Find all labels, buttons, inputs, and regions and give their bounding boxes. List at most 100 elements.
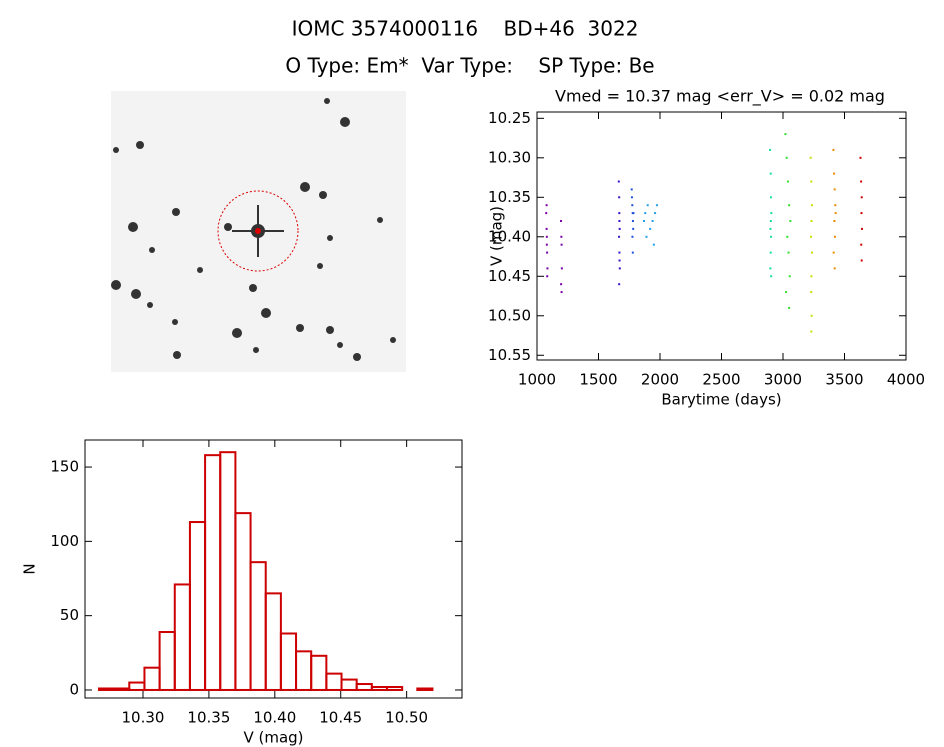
x-tick-label: 10.45 [319, 709, 362, 727]
data-point [785, 156, 788, 159]
x-axis-label: V (mag) [243, 729, 303, 747]
data-point [833, 172, 836, 175]
data-point [560, 267, 563, 270]
data-point [618, 251, 621, 254]
data-point [809, 156, 812, 159]
y-tick-label: 0 [69, 680, 79, 698]
data-point [644, 212, 647, 215]
data-point [770, 212, 773, 215]
x-tick-label: 3500 [825, 371, 863, 389]
data-point [832, 148, 835, 151]
data-point [770, 235, 773, 238]
y-axis-label: N [21, 563, 39, 574]
data-point [810, 330, 813, 333]
x-tick-label: 3000 [764, 371, 802, 389]
plot-frame [536, 111, 907, 361]
data-point [618, 235, 621, 238]
data-point [559, 219, 562, 222]
x-tick-label: 10.40 [253, 709, 296, 727]
data-point [859, 156, 862, 159]
data-point [832, 251, 835, 254]
data-point [651, 219, 654, 222]
y-tick-label: 10.40 [488, 227, 531, 245]
histogram-bar [128, 681, 146, 691]
data-point [646, 204, 649, 207]
data-point [560, 283, 563, 286]
data-point [810, 291, 813, 294]
data-point [769, 196, 772, 199]
data-point [545, 235, 548, 238]
y-tick-label: 50 [60, 606, 79, 624]
data-point [833, 235, 836, 238]
plot-frame [84, 439, 463, 699]
data-point [630, 196, 633, 199]
y-axis-label: V (mag) [488, 206, 506, 266]
data-point [833, 267, 836, 270]
data-point [631, 251, 634, 254]
x-tick-label: 10.50 [385, 709, 428, 727]
data-point [546, 251, 549, 254]
x-tick-label: 2000 [641, 371, 679, 389]
data-point [769, 219, 772, 222]
data-point [618, 219, 621, 222]
data-point [560, 235, 563, 238]
data-point [618, 227, 621, 230]
data-point [833, 188, 836, 191]
histogram-bar [310, 654, 328, 691]
histogram-bar [204, 454, 222, 691]
data-point [545, 204, 548, 207]
data-point [810, 204, 813, 207]
x-tick-label: 1000 [518, 371, 556, 389]
histogram-bar [173, 583, 191, 691]
y-tick-label: 10.30 [488, 148, 531, 166]
data-point [631, 219, 634, 222]
data-point [810, 219, 813, 222]
data-point [788, 204, 791, 207]
data-point [834, 212, 837, 215]
x-tick-label: 4000 [887, 371, 925, 389]
data-point [618, 212, 621, 215]
plot-title: Vmed = 10.37 mag <err_V> = 0.02 mag [555, 87, 885, 107]
histogram-bar [97, 687, 116, 691]
data-point [833, 219, 836, 222]
data-point [786, 180, 789, 183]
data-point [788, 306, 791, 309]
data-point [860, 180, 863, 183]
histogram-bar [355, 683, 373, 691]
data-point [645, 235, 648, 238]
histogram-bar [158, 631, 176, 691]
star-image [111, 91, 406, 372]
data-point [631, 204, 634, 207]
data-point [860, 243, 863, 246]
x-axis-label: Barytime (days) [661, 391, 781, 409]
data-point [786, 235, 789, 238]
data-point [769, 267, 772, 270]
data-point [810, 314, 813, 317]
y-tick-label: 10.25 [488, 109, 531, 127]
histogram-bar [188, 521, 207, 691]
data-point [860, 227, 863, 230]
data-point [632, 212, 635, 215]
data-point [787, 251, 790, 254]
y-tick-label: 100 [50, 532, 79, 550]
data-point [649, 227, 652, 230]
data-point [769, 172, 772, 175]
histogram-bar [385, 686, 404, 691]
data-point [618, 267, 621, 270]
data-point [618, 196, 621, 199]
data-point [784, 133, 787, 136]
x-tick-label: 10.35 [187, 709, 230, 727]
y-tick-label: 150 [50, 458, 79, 476]
data-point [560, 291, 563, 294]
data-point [834, 204, 837, 207]
histogram-bar [279, 632, 298, 691]
histogram-bar [416, 687, 434, 691]
data-point [546, 275, 549, 278]
histogram-bar [370, 686, 388, 691]
data-point [811, 251, 814, 254]
data-point [545, 227, 548, 230]
x-tick-label: 10.30 [122, 709, 165, 727]
histogram-bar [295, 650, 313, 691]
data-point [810, 180, 813, 183]
